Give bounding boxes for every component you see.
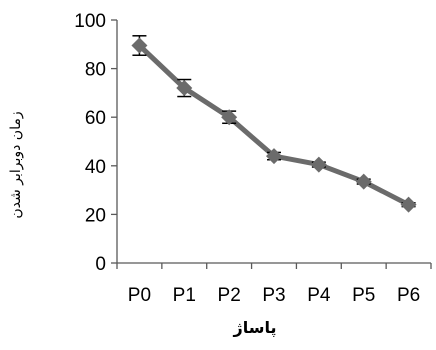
data-point-marker	[176, 80, 193, 97]
y-axis-title: زمان دوبرابر شدن	[8, 111, 24, 218]
axes	[116, 20, 431, 264]
data-point-marker	[310, 156, 327, 173]
y-tick-label: 20	[85, 205, 106, 226]
series-group	[131, 35, 417, 213]
x-tick-label: P0	[128, 285, 151, 306]
data-point-marker	[266, 148, 282, 165]
y-axis-ticks: 0 20 40 60 80 100	[74, 11, 117, 275]
y-tick-label: 40	[85, 157, 106, 178]
y-tick-label: 0	[95, 254, 106, 275]
y-tick-label: 100	[74, 11, 106, 32]
data-point-marker	[221, 109, 238, 126]
y-tick-label: 80	[85, 60, 106, 81]
x-tick-label: P6	[397, 285, 420, 306]
x-axis-title: پاساژ	[233, 318, 277, 338]
data-point-marker	[131, 37, 148, 54]
x-tick-label: P1	[173, 285, 196, 306]
x-tick-label: P2	[218, 285, 241, 306]
x-tick-label: P4	[307, 285, 331, 306]
x-tick-label: P3	[262, 285, 285, 306]
x-tick-label: P5	[352, 285, 375, 306]
x-axis-ticks: P0 P1 P2 P3 P4 P5 P6	[116, 263, 432, 306]
y-tick-label: 60	[85, 108, 106, 129]
data-point-marker	[355, 173, 372, 190]
data-point-marker	[400, 196, 417, 213]
